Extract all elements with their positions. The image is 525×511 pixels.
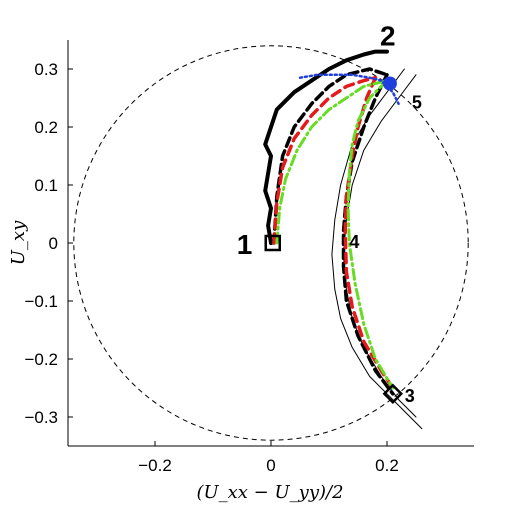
series-line-thick-solid-black <box>263 49 389 245</box>
annotation-label-4: 4 <box>349 232 359 252</box>
marker-diamond-3 <box>382 383 404 405</box>
y-tick-label: 0 <box>49 234 58 253</box>
y-tick-label: −0.2 <box>24 350 58 369</box>
series-line-dashdot-green <box>275 79 389 245</box>
x-tick-label: 0.2 <box>375 456 399 475</box>
y-axis-label: U_xy <box>8 220 29 265</box>
y-ticks: −0.3 −0.2 −0.1 0 0.1 0.2 0.3 <box>24 60 73 427</box>
series-line-dashed-red <box>343 75 395 390</box>
y-tick-label: 0.1 <box>34 176 58 195</box>
x-tick-label: 0 <box>266 456 275 475</box>
plot-content <box>73 45 469 441</box>
y-tick-label: −0.1 <box>24 292 58 311</box>
x-axis-label: (U_xx − U_yy)/2 <box>196 482 343 503</box>
marker-circle-5 <box>382 76 397 91</box>
annotation-label-2: 2 <box>380 21 396 52</box>
y-tick-label: 0.2 <box>34 118 58 137</box>
series-line-dashed-red <box>272 75 378 245</box>
marker-square-1 <box>264 234 281 252</box>
annotation-label-3: 3 <box>405 386 415 406</box>
annotation-label-1: 1 <box>237 229 253 260</box>
y-tick-label: −0.3 <box>24 408 58 427</box>
y-tick-label: 0.3 <box>34 60 58 79</box>
reference-circle <box>73 45 469 441</box>
x-ticks: −0.2 0 0.2 <box>138 441 399 475</box>
annotations: 1 2 3 4 5 <box>237 21 422 406</box>
series-line-dashdot-green <box>346 79 395 390</box>
x-tick-label: −0.2 <box>138 456 172 475</box>
annotation-label-5: 5 <box>412 93 422 113</box>
